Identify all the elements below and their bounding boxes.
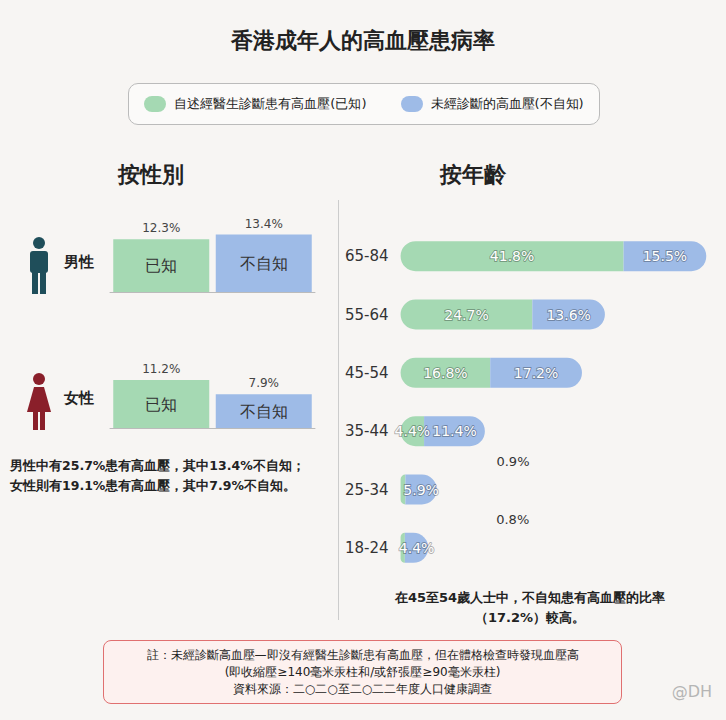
svg-text:不自知: 不自知 [240,254,288,273]
svg-text:45-54: 45-54 [345,364,389,382]
html-text:未經診斷的高血壓(不自知): 未經診斷的高血壓(不自知) [430,96,584,111]
html-text:按性別: 按性別 [118,162,184,187]
html-text:資料來源：二○二○至二○二二年度人口健康調查: 資料來源：二○二○至二○二二年度人口健康調查 [232,681,493,696]
html-text:香港成年人的高血壓患病率: 香港成年人的高血壓患病率 [231,28,495,53]
svg-text:已知: 已知 [145,395,177,414]
svg-text:18-24: 18-24 [345,539,389,557]
html-text:(即收縮壓≥140毫米汞柱和/或舒張壓≥90毫米汞柱): (即收縮壓≥140毫米汞柱和/或舒張壓≥90毫米汞柱) [224,664,501,679]
svg-text:11.2%: 11.2% [142,362,180,376]
svg-text:65-84: 65-84 [345,247,389,265]
svg-text:4.4%: 4.4% [399,540,435,556]
svg-text:35-44: 35-44 [345,422,389,440]
html-text:@DH: @DH [671,682,712,701]
html-text:在45至54歲人士中，不自知患有高血壓的比率: 在45至54歲人士中，不自知患有高血壓的比率 [394,590,666,605]
html-text:男性中有25.7%患有高血壓，其中13.4%不自知；: 男性中有25.7%患有高血壓，其中13.4%不自知； [10,458,305,473]
svg-text:15.5%: 15.5% [643,248,687,264]
html-text:自述經醫生診斷患有高血壓(已知): 自述經醫生診斷患有高血壓(已知) [174,96,367,111]
svg-text:7.9%: 7.9% [249,376,280,390]
svg-text:4.4%: 4.4% [395,423,431,439]
svg-text:0.9%: 0.9% [496,454,529,469]
svg-text:不自知: 不自知 [240,402,288,421]
svg-text:5.9%: 5.9% [403,482,439,498]
svg-text:41.8%: 41.8% [490,248,534,264]
svg-text:17.2%: 17.2% [514,365,558,381]
svg-text:11.4%: 11.4% [432,423,476,439]
html-text:註：未經診斷高血壓—即沒有經醫生診斷患有高血壓，但在體格檢查: 註：未經診斷高血壓—即沒有經醫生診斷患有高血壓，但在體格檢查時發現血壓高 [146,648,579,662]
svg-text:16.8%: 16.8% [423,365,467,381]
svg-text:13.6%: 13.6% [546,307,590,323]
svg-text:24.7%: 24.7% [444,307,488,323]
svg-text:13.4%: 13.4% [245,217,283,231]
svg-text:已知: 已知 [145,256,177,275]
html-text:女性: 女性 [64,389,94,407]
html-text:男性: 男性 [64,253,94,271]
svg-text:55-64: 55-64 [345,306,389,324]
svg-text:12.3%: 12.3% [142,221,180,235]
svg-text:25-34: 25-34 [345,481,389,499]
html-text:（17.2%）較高。: （17.2%）較高。 [474,609,585,625]
html-text:女性則有19.1%患有高血壓，其中7.9%不自知。: 女性則有19.1%患有高血壓，其中7.9%不自知。 [10,478,296,493]
html-text:按年齡: 按年齡 [440,162,506,187]
svg-text:0.8%: 0.8% [496,512,529,527]
